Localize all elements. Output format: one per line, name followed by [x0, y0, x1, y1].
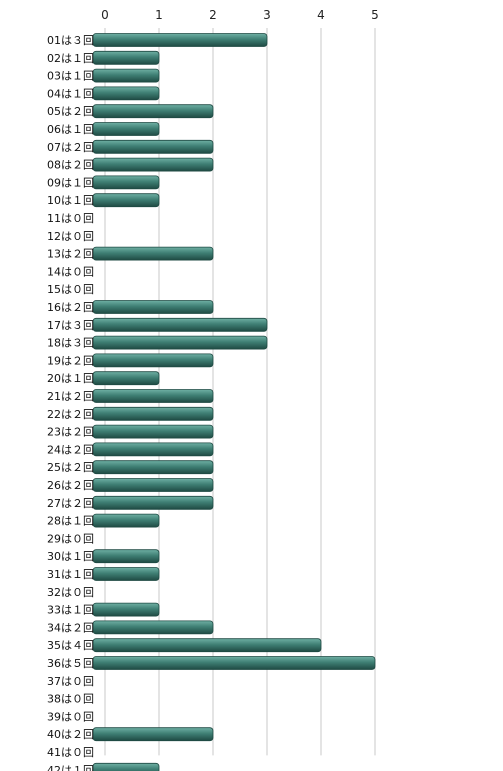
- category-label: 21は２回: [47, 390, 94, 403]
- bar: [92, 442, 214, 457]
- x-tick-label: 3: [263, 8, 271, 22]
- x-tick-label: 1: [155, 8, 163, 22]
- category-label: 37は０回: [47, 675, 94, 688]
- bar: [92, 104, 214, 119]
- bar: [92, 300, 214, 314]
- bar: [92, 762, 160, 771]
- bar: [92, 353, 214, 368]
- category-label: 05は２回: [47, 105, 94, 118]
- category-label: 30は１回: [47, 550, 94, 563]
- category-label: 41は０回: [47, 746, 94, 759]
- category-label: 15は０回: [47, 283, 94, 296]
- x-tick-label: 4: [317, 8, 325, 22]
- category-label: 25は２回: [47, 461, 94, 474]
- category-label: 07は２回: [47, 141, 94, 154]
- bar: [92, 317, 268, 332]
- category-label: 20は１回: [47, 372, 94, 385]
- bar: [92, 122, 160, 136]
- category-label: 29は０回: [47, 532, 94, 545]
- bar: [92, 478, 214, 492]
- category-label: 02は１回: [47, 52, 94, 65]
- category-label: 09は１回: [47, 176, 94, 189]
- bar: [92, 656, 376, 670]
- category-label: 08は２回: [47, 159, 94, 172]
- category-label: 39は０回: [47, 710, 94, 723]
- bar: [92, 86, 160, 101]
- bar: [92, 620, 214, 635]
- category-label: 23は２回: [47, 426, 94, 439]
- category-label: 11は０回: [47, 212, 94, 225]
- bar: [92, 335, 268, 350]
- category-label: 24は２回: [47, 443, 94, 456]
- category-label: 16は２回: [47, 301, 94, 314]
- bar: [92, 549, 160, 564]
- category-label: 17は３回: [47, 319, 94, 332]
- bar: [92, 157, 214, 172]
- category-label: 06は１回: [47, 123, 94, 136]
- bar: [92, 727, 214, 742]
- category-label: 13は２回: [47, 248, 94, 261]
- bar: [92, 638, 322, 653]
- category-label: 35は４回: [47, 639, 94, 652]
- category-label: 36は５回: [47, 657, 94, 670]
- bar: [92, 246, 214, 261]
- category-label: 28は１回: [47, 515, 94, 528]
- category-labels: 01は３回 02は１回 03は１回 04は１回 05は２回 06は１回 07は２回 08は２回…: [47, 34, 94, 771]
- bar: [92, 389, 214, 403]
- category-label: 22は２回: [47, 408, 94, 421]
- bar: [92, 460, 214, 475]
- x-tick-label: 2: [209, 8, 217, 22]
- bar: [92, 175, 160, 190]
- category-label: 40は２回: [47, 728, 94, 741]
- bar: [92, 424, 214, 439]
- category-label: 31は１回: [47, 568, 94, 581]
- category-label: 27は２回: [47, 497, 94, 510]
- bar: [92, 68, 160, 83]
- category-label: 04は１回: [47, 87, 94, 100]
- bar: [92, 139, 214, 154]
- category-label: 19は２回: [47, 354, 94, 367]
- category-label: 12は０回: [47, 230, 94, 243]
- bars: [92, 33, 376, 771]
- category-label: 42は１回: [47, 764, 94, 771]
- bar: [92, 567, 160, 581]
- bar: [92, 513, 160, 528]
- category-label: 01は３回: [47, 34, 94, 47]
- category-label: 18は３回: [47, 337, 94, 350]
- bar: [92, 50, 160, 65]
- category-label: 14は０回: [47, 265, 94, 278]
- category-label: 34は２回: [47, 621, 94, 634]
- bar: [92, 371, 160, 386]
- category-label: 38は０回: [47, 693, 94, 706]
- category-label: 33は１回: [47, 604, 94, 617]
- bar: [92, 602, 160, 617]
- category-label: 10は１回: [47, 194, 94, 207]
- x-axis-ticks: 0 1 2 3 4 5: [101, 8, 379, 22]
- category-label: 03は１回: [47, 70, 94, 83]
- x-tick-label: 5: [371, 8, 379, 22]
- category-label: 32は０回: [47, 586, 94, 599]
- x-tick-label: 0: [101, 8, 109, 22]
- bar: [92, 495, 214, 510]
- bar: [92, 193, 160, 208]
- category-label: 26は２回: [47, 479, 94, 492]
- bar: [92, 33, 268, 47]
- bar: [92, 406, 214, 421]
